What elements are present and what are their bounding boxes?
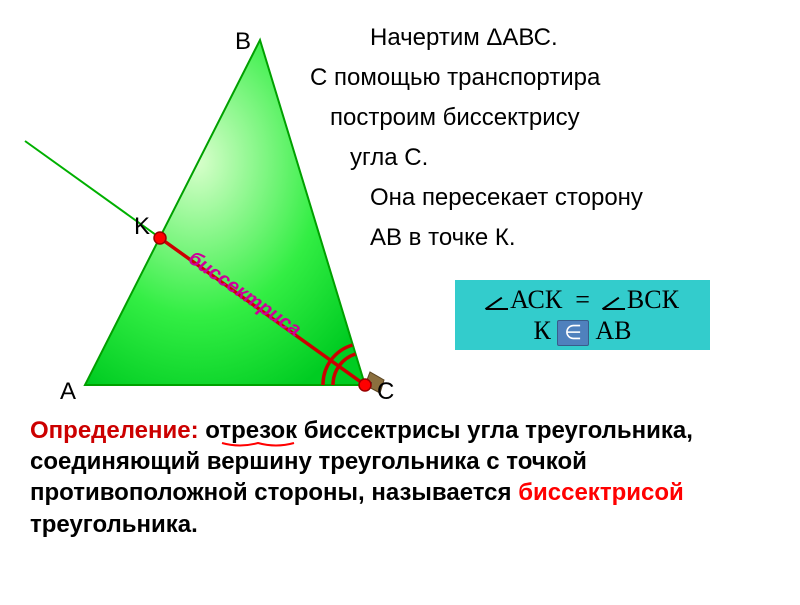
label-b: B	[235, 28, 251, 56]
text-line2: С помощью транспортира	[310, 62, 600, 94]
label-c: C	[377, 378, 394, 406]
formula-line1: АСК = ВСК	[465, 284, 700, 315]
formula-line2: К ∈ АВ	[465, 315, 700, 346]
text-line4: угла С.	[350, 142, 428, 174]
angle-icon	[486, 294, 508, 310]
definition-body1: отрезок биссектрисы угла треугольника,	[199, 417, 693, 444]
text-line5: Она пересекает сторону	[370, 182, 643, 214]
angle-icon	[603, 294, 625, 310]
definition-body4: треугольника.	[30, 511, 198, 538]
definition-body2: соединяющий вершину треугольника с точко…	[30, 448, 587, 475]
definition-body3: противоположной стороны, называется	[30, 479, 518, 506]
point-c	[359, 379, 371, 391]
element-of-icon: ∈	[557, 320, 588, 346]
text-line1: Начертим ΔАВС.	[370, 22, 558, 54]
point-k	[154, 232, 166, 244]
text-line6: АВ в точке К.	[370, 222, 516, 254]
formula-lhs: АСК	[510, 285, 562, 314]
formula-box: АСК = ВСК К ∈ АВ	[455, 280, 710, 350]
formula-rhs: ВСК	[627, 285, 679, 314]
label-a: A	[60, 378, 76, 406]
formula-set: АВ	[595, 316, 631, 345]
definition-block: Определение: отрезок биссектрисы угла тр…	[30, 415, 770, 540]
definition-keyword: биссектрисой	[518, 479, 684, 506]
formula-k: К	[534, 316, 551, 345]
diagram-canvas: B A C K биссектриса Начертим ΔАВС. С пом…	[0, 0, 800, 600]
label-k: K	[134, 213, 150, 241]
text-line3: построим биссектрису	[330, 102, 580, 134]
definition-lead: Определение:	[30, 417, 199, 444]
